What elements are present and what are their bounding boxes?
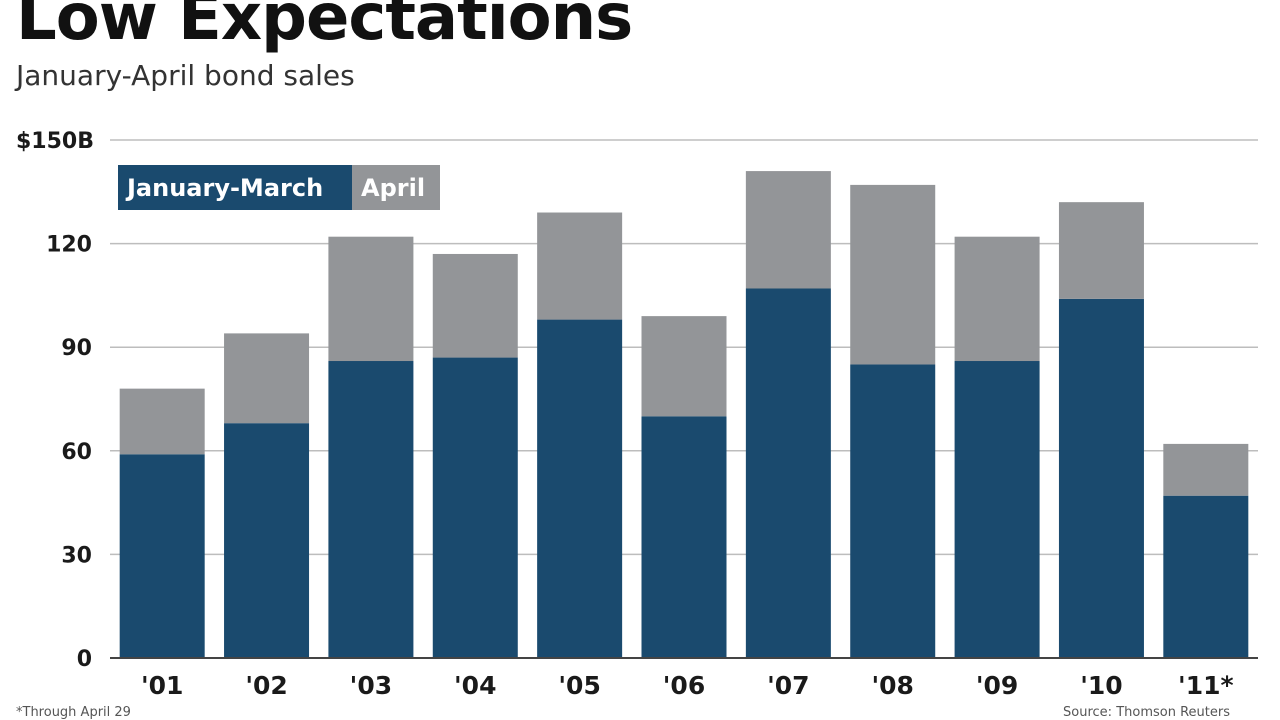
x-tick-label: '09 <box>976 671 1018 700</box>
bar-jan-mar-0 <box>119 454 205 658</box>
x-tick-label: '02 <box>245 671 287 700</box>
legend-swatch-jan-mar <box>118 165 352 210</box>
bar-jan-mar-6 <box>745 288 831 658</box>
x-tick-label: '10 <box>1080 671 1122 700</box>
bar-jan-mar-10 <box>1163 495 1249 658</box>
x-tick-label: '04 <box>454 671 496 700</box>
bar-jan-mar-7 <box>850 364 936 658</box>
legend-swatch-april <box>352 165 440 210</box>
x-tick-label: '06 <box>663 671 705 700</box>
y-tick-label: 30 <box>61 543 92 568</box>
legend-label-april: April <box>361 174 425 202</box>
x-tick-label: '05 <box>558 671 600 700</box>
bar-april-10 <box>1163 443 1249 496</box>
bar-april-1 <box>224 333 310 424</box>
bar-april-7 <box>850 184 936 365</box>
bar-jan-mar-5 <box>641 416 727 658</box>
bar-jan-mar-4 <box>537 319 623 658</box>
bar-april-2 <box>328 236 414 362</box>
y-tick-label: 60 <box>61 440 92 465</box>
footnote: *Through April 29 <box>16 705 131 720</box>
bar-jan-mar-8 <box>954 361 1040 658</box>
bar-april-9 <box>1058 202 1144 299</box>
chart-title: Low Expectations <box>16 0 633 55</box>
legend: January-March April <box>118 165 440 210</box>
y-tick-label: 0 <box>77 647 92 672</box>
y-tick-label: 90 <box>61 336 92 361</box>
bar-group <box>110 171 1258 659</box>
x-tick-label: '01 <box>141 671 183 700</box>
bar-jan-mar-2 <box>328 361 414 658</box>
bar-april-3 <box>432 253 518 358</box>
bar-april-4 <box>537 212 623 320</box>
x-tick-label: '11* <box>1178 671 1234 700</box>
y-tick-label: 120 <box>46 233 92 258</box>
bar-april-0 <box>119 388 205 455</box>
bar-april-8 <box>954 236 1040 362</box>
x-axis-ticks: '01 '02 '03 '04 '05 '06 '07 '08 '09 '10 '11* <box>141 671 1234 700</box>
x-tick-label: '08 <box>872 671 914 700</box>
bar-jan-mar-3 <box>432 357 518 658</box>
legend-label-jan-mar: January-March <box>125 174 323 202</box>
chart-subtitle: January-April bond sales <box>16 59 355 92</box>
x-tick-label: '07 <box>767 671 809 700</box>
source-note: Source: Thomson Reuters <box>1063 705 1230 720</box>
y-tick-label: $150B <box>16 129 94 154</box>
bar-april-5 <box>641 316 727 417</box>
bar-april-6 <box>745 171 831 289</box>
bar-jan-mar-9 <box>1058 298 1144 658</box>
y-axis-ticks: 0 30 60 90 120 $150B <box>16 129 94 672</box>
bar-jan-mar-1 <box>224 423 310 658</box>
x-tick-label: '03 <box>350 671 392 700</box>
